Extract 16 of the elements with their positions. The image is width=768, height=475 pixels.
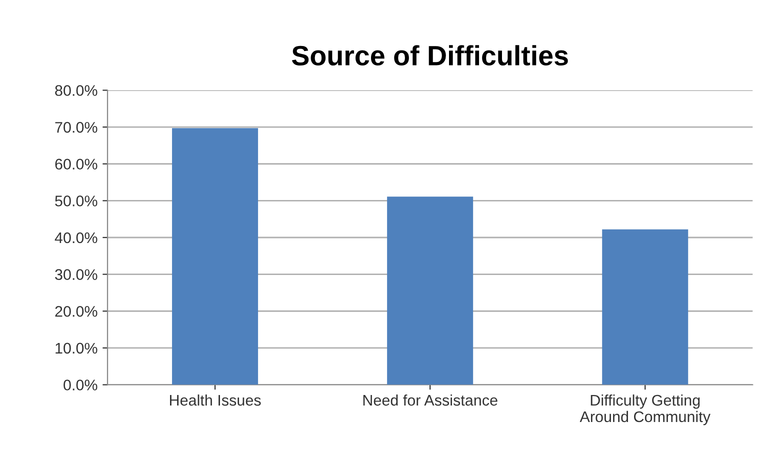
y-tick-label: 80.0% (55, 85, 98, 96)
y-tick-label: 40.0% (54, 232, 98, 244)
y-tick-label: 10.0% (56, 342, 98, 354)
bar (387, 196, 474, 385)
y-tick-label: 20.0% (55, 306, 98, 317)
x-tick-label: Health Issues (170, 394, 261, 406)
bar (172, 128, 258, 385)
y-tick-label: 30.0% (55, 269, 98, 280)
chart-title: Source of Difficulties (292, 45, 568, 66)
y-tick-label: 70.0% (55, 122, 98, 133)
bar (602, 229, 688, 385)
y-tick-label: 0.0% (64, 380, 98, 390)
y-tick-label: 60.0% (55, 158, 98, 170)
x-tick-label: Difficulty Getting Around Community (580, 394, 710, 426)
x-tick-label: Need for Assistance (363, 394, 498, 406)
y-tick-label: 50.0% (55, 196, 98, 206)
